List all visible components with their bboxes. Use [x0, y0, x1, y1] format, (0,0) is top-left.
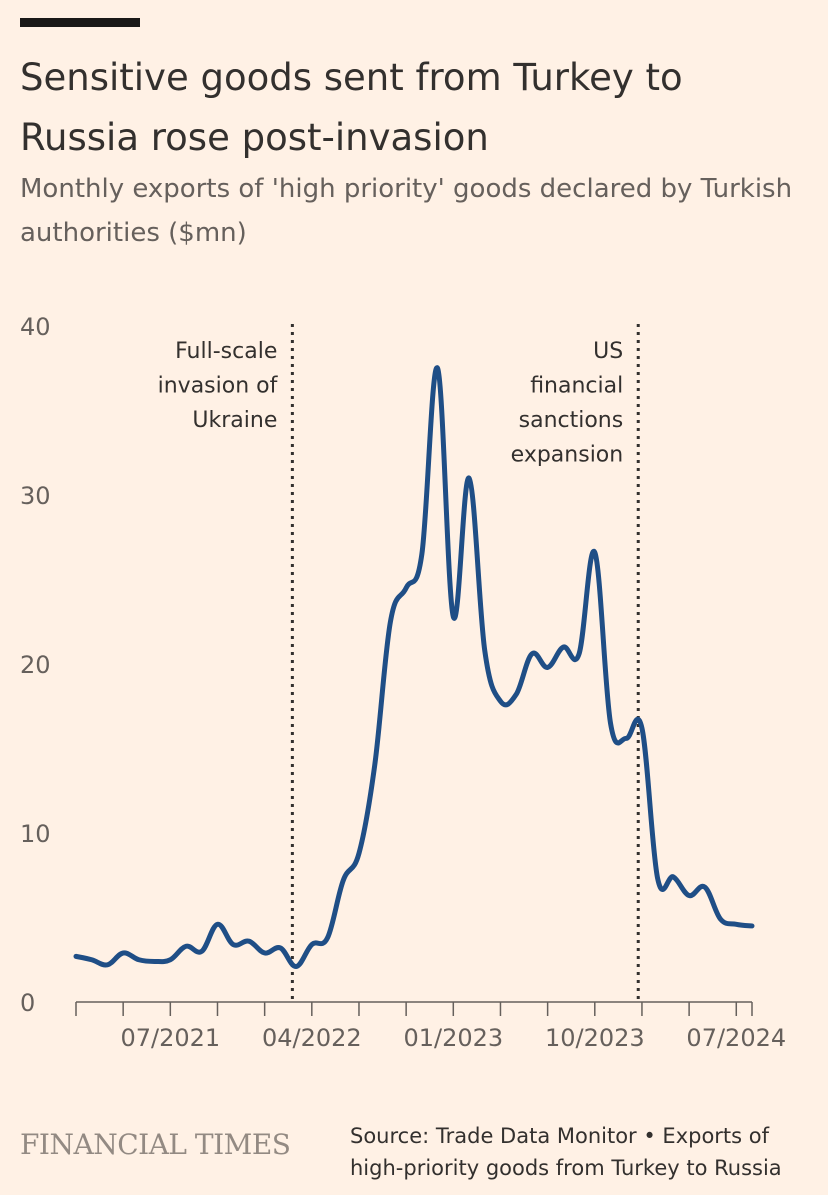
x-tick-label: 07/2024	[686, 1024, 786, 1052]
financial-times-logo: FINANCIAL TIMES	[20, 1128, 291, 1161]
chart-title: Sensitive goods sent from Turkey to Russ…	[20, 56, 683, 159]
source-line-1: Source: Trade Data Monitor • Exports of	[350, 1124, 770, 1148]
annotation-label: sanctions	[519, 408, 624, 433]
source-note: Source: Trade Data Monitor • Exports of …	[350, 1120, 820, 1184]
series-line	[73, 365, 755, 970]
x-tick-label: 01/2023	[403, 1024, 503, 1052]
annotation-label: financial	[530, 374, 623, 399]
chart-subtitle: Monthly exports of 'high priority' goods…	[20, 174, 793, 248]
annotation-label: Ukraine	[192, 408, 277, 433]
line-chart: 0 10 20 30 40 07/2021 04/2022 01/2023 10/2023 07/…	[20, 313, 786, 1052]
y-tick-label: 40	[20, 313, 51, 341]
top-accent-bar	[20, 18, 140, 27]
y-tick-label: 0	[20, 989, 35, 1017]
x-tick-label: 04/2022	[262, 1024, 362, 1052]
annotation-label: US	[593, 339, 623, 364]
y-tick-label: 20	[20, 651, 51, 679]
x-tick-label: 07/2021	[120, 1024, 220, 1052]
annotation-label: expansion	[511, 443, 624, 468]
annotation-label: invasion of	[158, 374, 279, 399]
x-tick-label: 10/2023	[545, 1024, 645, 1052]
y-tick-label: 10	[20, 820, 51, 848]
annotation-label: Full-scale	[175, 339, 277, 364]
source-line-2: high-priority goods from Turkey to Russi…	[350, 1156, 782, 1180]
y-tick-label: 30	[20, 482, 51, 510]
